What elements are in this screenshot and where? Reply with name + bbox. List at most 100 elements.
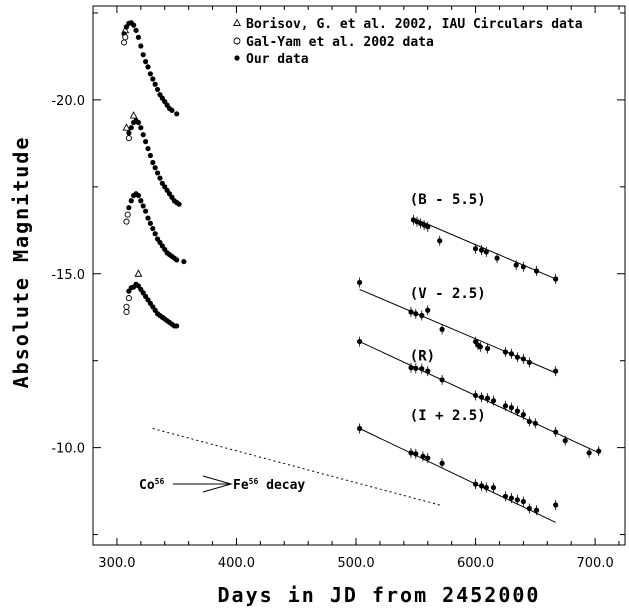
triangle-point [233, 18, 241, 26]
data-point [425, 224, 431, 230]
data-point [514, 408, 521, 414]
data-point [520, 411, 526, 418]
data-point [154, 86, 161, 93]
data-point [472, 246, 479, 252]
y-tick-label: -20.0 [51, 94, 85, 109]
data-point [157, 175, 163, 181]
fit-line [413, 217, 556, 280]
data-point [490, 398, 497, 404]
data-point [508, 495, 515, 501]
fit-lines [359, 217, 599, 523]
data-point [413, 451, 419, 457]
data-point [553, 429, 559, 435]
data-point [502, 349, 509, 355]
data-point [437, 238, 443, 244]
data-point [169, 107, 175, 113]
data-point [490, 485, 497, 491]
data-point [145, 145, 151, 152]
data-point [356, 279, 363, 286]
data-point [508, 351, 515, 357]
data-point [425, 307, 431, 313]
open-data-point [122, 34, 129, 41]
y-tick-label: -15.0 [51, 268, 85, 283]
x-tick-label: 400.0 [218, 556, 255, 571]
data-point [420, 453, 426, 459]
data-point [128, 125, 134, 131]
series-label: (R) [410, 349, 435, 365]
data-point [128, 198, 134, 204]
x-tick-label: 500.0 [337, 556, 374, 571]
data-point [408, 309, 414, 315]
data-point [174, 111, 180, 117]
data-point [532, 420, 538, 426]
data-point [181, 258, 187, 265]
open-data-point [123, 308, 130, 316]
data-point [126, 130, 132, 136]
open-data-point [121, 39, 128, 46]
series-labels: (B - 5.5) (V - 2.5) (R) (I + 2.5) [410, 192, 486, 424]
legend-entry-gal-yam: Gal-Yam et al. 2002 data [246, 35, 434, 50]
open-data-point [125, 135, 132, 142]
data-point [425, 455, 431, 461]
legend-entry-our-data: Our data [246, 52, 309, 67]
data-point [472, 392, 479, 399]
data-point [150, 159, 156, 166]
data-point [553, 276, 559, 282]
data-point [145, 215, 151, 221]
legend-open-circle [233, 37, 241, 45]
data-point [494, 255, 500, 261]
data-point [553, 502, 559, 508]
data-point [483, 249, 489, 255]
data-point [419, 366, 425, 372]
data-point [562, 438, 568, 444]
data-point [356, 338, 363, 345]
data-point [143, 208, 149, 214]
data-point [596, 448, 602, 454]
data-point [484, 345, 491, 352]
decay-annotation: Co56 Fe56 decay [139, 475, 305, 493]
data-point [553, 368, 559, 374]
data-point [413, 311, 419, 317]
data-point [439, 460, 445, 466]
data-point [176, 201, 182, 207]
open-data-point [123, 303, 130, 310]
data-point [174, 323, 180, 329]
data-point [439, 377, 445, 383]
series-label: (I + 2.5) [410, 408, 486, 424]
series-label: (V - 2.5) [410, 286, 486, 302]
data-point [152, 231, 158, 237]
data-point [174, 257, 180, 263]
x-axis-ticks: 300.0 400.0 500.0 600.0 700.0 [98, 6, 620, 571]
data-point [356, 425, 363, 432]
data-point [439, 326, 445, 332]
data-point [472, 481, 479, 487]
data-point [533, 268, 540, 274]
data-point [140, 52, 146, 58]
data-point [131, 22, 137, 28]
data-point [526, 359, 532, 366]
series-label: (B - 5.5) [410, 192, 486, 208]
data-point [526, 418, 532, 425]
data-point [502, 403, 509, 409]
data-point [147, 71, 153, 77]
decay-label-co: Co56 [139, 477, 164, 493]
legend-entry-borisov: Borisov, G. et al. 2002, IAU Circulars d… [246, 17, 583, 32]
x-tick-label: 300.0 [98, 556, 135, 571]
data-point [520, 356, 526, 362]
legend-markers [233, 18, 241, 61]
open-data-point [124, 211, 131, 218]
triangle-point [121, 25, 130, 34]
data-point [147, 220, 153, 226]
data-point [526, 505, 532, 512]
x-axis-title: Days in JD from 2452000 [218, 583, 541, 607]
plot-frame [92, 5, 626, 546]
data-point [425, 368, 431, 374]
data-point [140, 132, 146, 138]
x-tick-label: 700.0 [577, 556, 614, 571]
y-axis-ticks: -20.0 -15.0 -10.0 [51, 12, 625, 536]
data-point [150, 225, 156, 232]
data-point [483, 485, 489, 491]
data-point [152, 165, 158, 171]
data-point [502, 493, 509, 499]
